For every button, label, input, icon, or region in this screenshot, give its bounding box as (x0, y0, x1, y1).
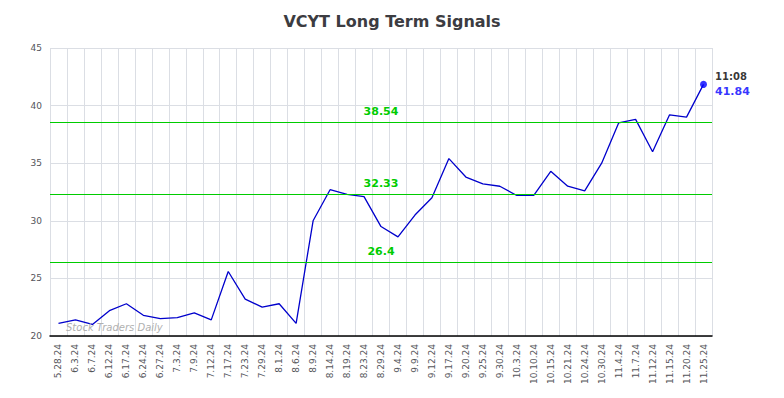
svg-text:9.20.24: 9.20.24 (461, 344, 471, 379)
svg-text:40: 40 (31, 101, 43, 111)
svg-text:8.29.24: 8.29.24 (376, 344, 386, 379)
svg-text:11.7.24: 11.7.24 (631, 344, 641, 379)
svg-text:7.3.24: 7.3.24 (172, 344, 182, 373)
svg-text:6.12.24: 6.12.24 (104, 344, 114, 379)
svg-text:20: 20 (31, 331, 43, 341)
svg-text:9.30.24: 9.30.24 (495, 344, 505, 379)
svg-text:6.7.24: 6.7.24 (87, 344, 97, 373)
svg-text:9.25.24: 9.25.24 (478, 344, 488, 379)
svg-text:10.10.24: 10.10.24 (529, 344, 539, 384)
svg-text:9.9.24: 9.9.24 (410, 344, 420, 373)
svg-text:8.14.24: 8.14.24 (325, 344, 335, 379)
svg-text:9.4.24: 9.4.24 (393, 344, 403, 373)
svg-text:41.84: 41.84 (715, 85, 750, 98)
svg-text:11.15.24: 11.15.24 (665, 344, 675, 384)
svg-text:8.23.24: 8.23.24 (359, 344, 369, 379)
svg-text:5.28.24: 5.28.24 (53, 344, 63, 379)
svg-text:6.3.24: 6.3.24 (70, 344, 80, 373)
svg-text:26.4: 26.4 (367, 245, 394, 258)
svg-text:6.17.24: 6.17.24 (121, 344, 131, 379)
svg-text:7.23.24: 7.23.24 (240, 344, 250, 379)
svg-text:9.12.24: 9.12.24 (427, 344, 437, 379)
svg-text:11:08: 11:08 (715, 71, 747, 82)
svg-text:6.24.24: 6.24.24 (138, 344, 148, 379)
svg-text:7.29.24: 7.29.24 (257, 344, 267, 379)
svg-text:7.9.24: 7.9.24 (189, 344, 199, 373)
svg-text:45: 45 (31, 43, 42, 53)
svg-text:8.1.24: 8.1.24 (274, 344, 284, 373)
svg-text:10.3.24: 10.3.24 (512, 344, 522, 379)
svg-text:30: 30 (31, 216, 43, 226)
svg-text:VCYT Long Term Signals: VCYT Long Term Signals (283, 12, 500, 31)
svg-text:Stock Traders Daily: Stock Traders Daily (66, 322, 164, 333)
svg-text:11.25.24: 11.25.24 (699, 344, 709, 384)
svg-text:8.9.24: 8.9.24 (308, 344, 318, 373)
svg-text:6.27.24: 6.27.24 (155, 344, 165, 379)
svg-text:11.4.24: 11.4.24 (614, 344, 624, 379)
svg-text:11.20.24: 11.20.24 (682, 344, 692, 384)
svg-text:10.30.24: 10.30.24 (597, 344, 607, 384)
svg-text:7.12.24: 7.12.24 (206, 344, 216, 379)
svg-text:10.21.24: 10.21.24 (563, 344, 573, 384)
svg-text:38.54: 38.54 (364, 105, 399, 118)
svg-text:8.6.24: 8.6.24 (291, 344, 301, 373)
svg-text:9.17.24: 9.17.24 (444, 344, 454, 379)
svg-text:10.15.24: 10.15.24 (546, 344, 556, 384)
svg-text:35: 35 (31, 158, 42, 168)
svg-text:32.33: 32.33 (364, 177, 399, 190)
svg-text:25: 25 (31, 273, 42, 283)
svg-text:11.12.24: 11.12.24 (648, 344, 658, 384)
svg-text:8.19.24: 8.19.24 (342, 344, 352, 379)
svg-text:10.24.24: 10.24.24 (580, 344, 590, 384)
svg-text:7.17.24: 7.17.24 (223, 344, 233, 379)
